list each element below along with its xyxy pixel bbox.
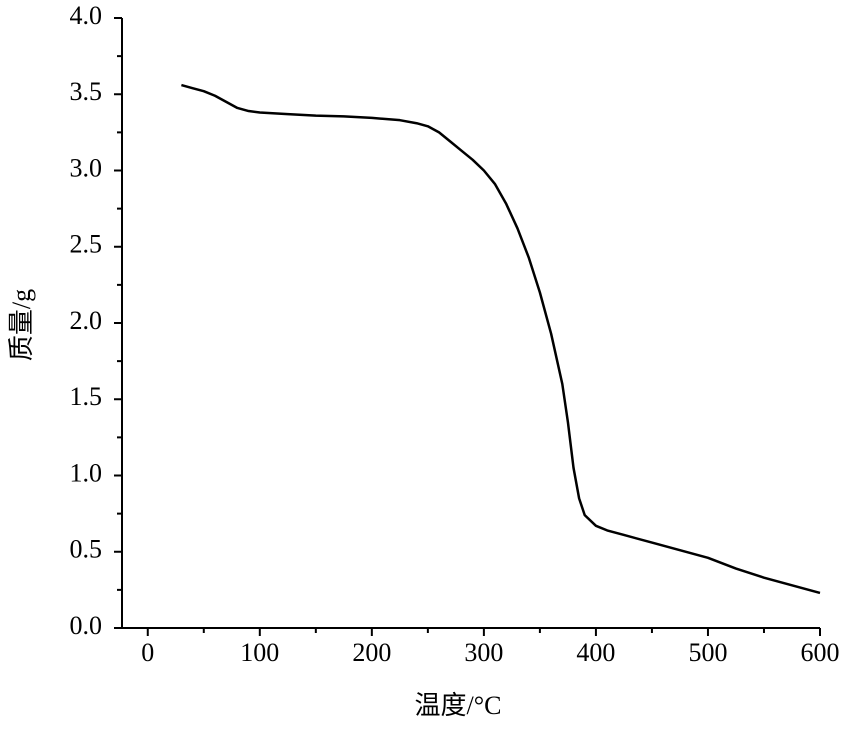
x-tick-label: 0 <box>141 638 154 667</box>
x-tick-label: 500 <box>688 638 727 667</box>
y-tick-label: 2.0 <box>70 306 103 335</box>
y-tick-label: 3.5 <box>70 77 103 106</box>
x-tick-label: 600 <box>801 638 840 667</box>
x-tick-label: 200 <box>352 638 391 667</box>
y-tick-label: 3.0 <box>70 153 103 182</box>
y-tick-label: 1.0 <box>70 458 103 487</box>
y-tick-label: 2.5 <box>70 230 103 259</box>
x-tick-label: 300 <box>464 638 503 667</box>
data-line <box>181 83 821 595</box>
x-tick-label: 400 <box>576 638 615 667</box>
y-tick-label: 1.5 <box>70 382 103 411</box>
y-axis-title: 质量/g <box>7 289 36 361</box>
y-tick-label: 0.5 <box>70 535 103 564</box>
y-tick-label: 0.0 <box>70 611 103 640</box>
x-tick-label: 100 <box>240 638 279 667</box>
y-tick-label: 4.0 <box>70 1 103 30</box>
x-axis-title: 温度/°C <box>415 691 502 720</box>
